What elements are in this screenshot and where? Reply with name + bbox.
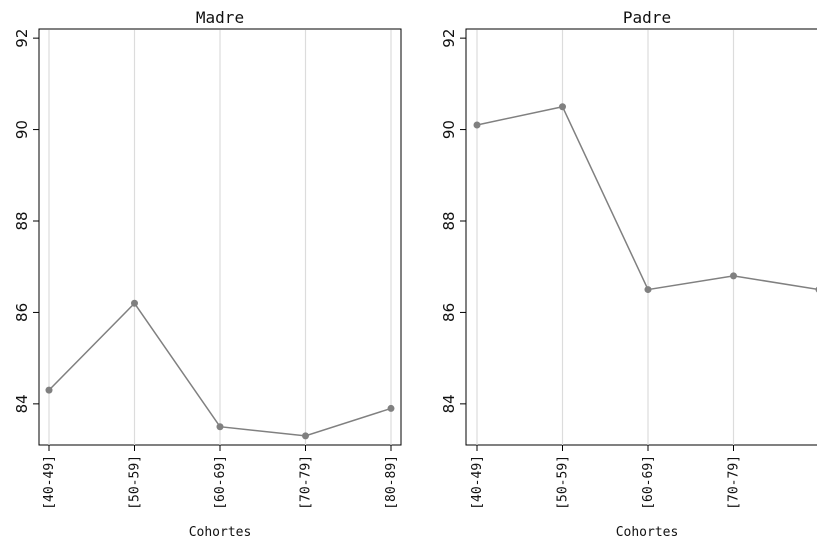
data-point bbox=[559, 103, 566, 111]
gridlines-padre bbox=[476, 30, 735, 445]
chart-title-padre: Padre bbox=[623, 8, 671, 27]
x-axis-madre: [40-49] [50-59] [60-69] [70-79] [80-89] bbox=[42, 445, 399, 510]
x-tick-label: [50-59] bbox=[128, 455, 143, 510]
data-point bbox=[216, 423, 224, 431]
y-tick-label: 92 bbox=[440, 29, 458, 48]
y-tick-label: 88 bbox=[13, 211, 31, 230]
data-point bbox=[473, 121, 481, 129]
x-tick-label: [80-89] bbox=[384, 455, 399, 510]
x-axis-label-madre: Cohortes bbox=[189, 525, 252, 539]
y-tick-label: 86 bbox=[13, 303, 31, 322]
data-point bbox=[131, 299, 138, 307]
y-tick-label: 90 bbox=[440, 120, 458, 139]
x-axis-label-padre: Cohortes bbox=[616, 525, 679, 539]
x-tick-label: [50-59] bbox=[556, 455, 571, 510]
y-axis-padre: 84 86 88 90 92 bbox=[440, 29, 466, 413]
series-line-padre bbox=[476, 105, 817, 291]
x-tick-label: [70-79] bbox=[299, 455, 314, 510]
x-tick-label: [40-49] bbox=[42, 455, 57, 510]
y-tick-label: 88 bbox=[440, 211, 458, 230]
points-padre bbox=[473, 103, 817, 294]
data-point bbox=[387, 404, 395, 412]
y-tick-label: 92 bbox=[13, 29, 31, 48]
y-tick-label: 90 bbox=[13, 120, 31, 139]
x-tick-label: [40-49] bbox=[470, 455, 485, 510]
y-tick-label: 84 bbox=[13, 394, 31, 413]
points-madre bbox=[45, 299, 395, 440]
data-point bbox=[302, 432, 309, 440]
x-tick-label: [60-69] bbox=[213, 455, 228, 510]
chart-title-madre: Madre bbox=[196, 8, 244, 27]
x-tick-label: [70-79] bbox=[727, 455, 742, 510]
y-axis-madre: 84 86 88 90 92 bbox=[13, 29, 39, 413]
x-tick-label: [60-69] bbox=[641, 455, 656, 510]
plot-frame-padre bbox=[465, 28, 817, 446]
y-tick-label: 84 bbox=[440, 394, 458, 413]
y-tick-label: 86 bbox=[440, 303, 458, 322]
x-axis-padre: [40-49] [50-59] [60-69] [70-79] bbox=[470, 445, 742, 510]
data-point bbox=[644, 286, 652, 294]
data-point bbox=[45, 386, 53, 394]
gridlines-madre bbox=[48, 30, 392, 445]
data-point bbox=[730, 272, 737, 280]
